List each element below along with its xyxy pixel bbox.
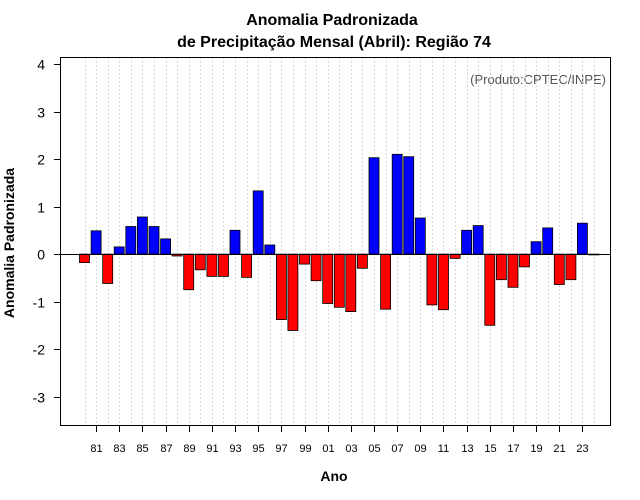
y-axis-title: Anomalia Padronizada <box>1 168 17 318</box>
y-tick-label: 0 <box>37 247 45 263</box>
bar-94 <box>241 253 253 278</box>
bar-23 <box>577 222 588 255</box>
bar-21 <box>553 253 565 285</box>
y-tick-label: -2 <box>33 342 46 358</box>
bar-07 <box>391 153 403 255</box>
x-tick-label: 23 <box>576 443 588 455</box>
x-tick-label: 21 <box>553 443 565 455</box>
x-tick-label: 01 <box>322 443 334 455</box>
bar-95 <box>252 190 264 255</box>
x-axis-title: Ano <box>320 468 347 484</box>
bar-09 <box>414 217 426 255</box>
x-tick-label: 17 <box>507 443 519 455</box>
y-tick-label: 1 <box>37 200 45 216</box>
y-tick-label: -3 <box>33 390 46 406</box>
bar-04 <box>356 253 368 269</box>
bar-20 <box>542 227 554 255</box>
x-tick-label: 81 <box>90 443 102 455</box>
y-tick-label: 2 <box>37 152 45 168</box>
bar-84 <box>125 226 137 255</box>
x-axis: 81 83 85 87 89 91 93 95 97 99 01 03 05 07 09 11 13 15 17 19… <box>90 425 589 455</box>
bar-15 <box>484 253 496 326</box>
bar-81 <box>90 230 102 255</box>
bar-00 <box>310 253 322 282</box>
x-tick-label: 97 <box>275 443 287 455</box>
x-tick-label: 15 <box>484 443 496 455</box>
y-tick-label: 4 <box>37 57 45 73</box>
bar-22 <box>565 253 577 281</box>
x-tick-label: 95 <box>252 443 264 455</box>
x-tick-label: 09 <box>414 443 426 455</box>
bar-96 <box>264 244 276 255</box>
bar-18 <box>519 253 530 268</box>
bar-93 <box>229 229 241 255</box>
bar-17 <box>507 253 519 288</box>
x-tick-label: 99 <box>299 443 311 455</box>
bar-82 <box>102 253 114 284</box>
chart-subtitle: de Precipitação Mensal (Abril): Região 7… <box>177 34 491 51</box>
bar-83 <box>113 246 125 255</box>
x-tick-label: 83 <box>113 443 125 455</box>
x-tick-label: 11 <box>438 443 449 455</box>
bar-13 <box>461 229 473 255</box>
bar-91 <box>206 253 218 277</box>
x-tick-label: 89 <box>183 443 195 455</box>
bar-16 <box>495 253 507 281</box>
x-tick-label: 91 <box>206 443 218 455</box>
bar-11 <box>438 253 449 311</box>
bar-03 <box>345 253 357 313</box>
chart-title: Anomalia Padronizada <box>246 12 418 29</box>
bar-80 <box>79 253 90 264</box>
bar-02 <box>333 253 345 308</box>
x-tick-label: 93 <box>229 443 241 455</box>
bar-08 <box>403 156 415 255</box>
bar-19 <box>530 241 542 255</box>
x-tick-label: 85 <box>136 443 148 455</box>
plot-frame <box>60 57 611 426</box>
bar-89 <box>183 253 195 291</box>
bar-98 <box>287 253 299 331</box>
source-annotation: (Produto:CPTEC/INPE) <box>470 72 606 87</box>
x-tick-label: 13 <box>461 443 473 455</box>
bar-14 <box>472 225 484 255</box>
bar-92 <box>218 253 229 277</box>
bar-97 <box>275 253 287 321</box>
bar-05 <box>368 157 380 255</box>
x-tick-label: 19 <box>530 443 542 455</box>
x-tick-label: 07 <box>391 443 403 455</box>
x-tick-label: 87 <box>160 443 172 455</box>
bar-86 <box>148 226 160 255</box>
bar-10 <box>426 253 438 306</box>
bar-85 <box>136 216 148 255</box>
y-tick-label: 3 <box>37 105 45 121</box>
bar-87 <box>160 238 172 255</box>
x-tick-label: 03 <box>345 443 357 455</box>
y-tick-label: -1 <box>33 295 46 311</box>
bar-99 <box>299 253 310 265</box>
x-tick-label: 05 <box>368 443 380 455</box>
y-axis: -3 -2 -1 0 1 2 3 4 <box>33 57 60 406</box>
bar-06 <box>380 253 392 310</box>
bar-90 <box>194 253 206 271</box>
bar-01 <box>322 253 334 304</box>
bars <box>79 153 600 331</box>
